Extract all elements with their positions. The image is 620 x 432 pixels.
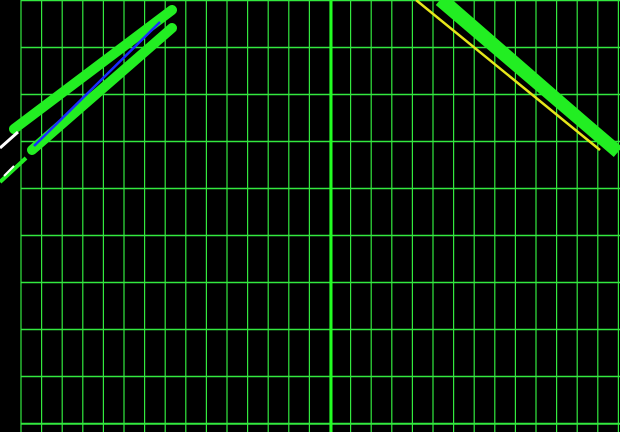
grid-lines <box>20 0 620 432</box>
left-edge-lower-trace <box>0 156 28 184</box>
left-trace-group <box>0 5 177 184</box>
right-trace-group <box>415 0 620 157</box>
left-outer-trace <box>9 5 177 134</box>
left-edge-highlight <box>0 130 19 150</box>
left-edge-lower-highlight <box>3 165 15 177</box>
left-inner-trace <box>27 23 177 155</box>
left-blue-trace <box>33 21 161 147</box>
right-yellow-trace <box>415 0 601 151</box>
right-green-trace-inner <box>446 0 620 151</box>
right-green-trace <box>435 0 620 157</box>
